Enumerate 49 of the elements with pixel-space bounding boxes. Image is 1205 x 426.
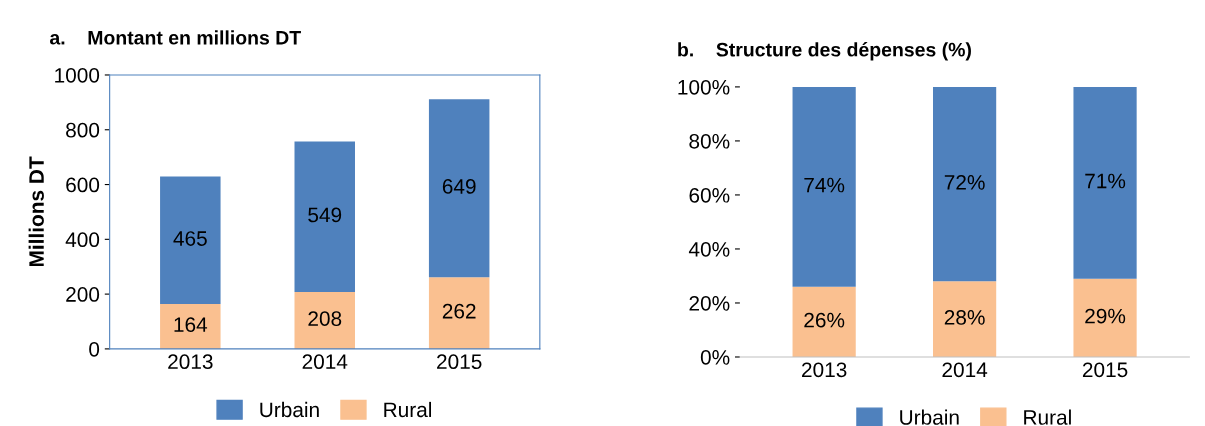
y-tick-label: 60% (689, 187, 730, 203)
x-tick-label: 2014 (302, 354, 348, 370)
legend-label: Urbain (260, 401, 319, 418)
y-tick-label: 100% (678, 79, 730, 95)
legend-label: Rural (1024, 409, 1071, 425)
chart-title: b. Structure des dépenses (%) (678, 42, 971, 61)
bar (792, 86, 856, 287)
bar (933, 281, 997, 357)
bar (1073, 86, 1137, 279)
data-label: 29% (1085, 308, 1126, 324)
chart-title: a. Montant en millions DT (50, 30, 301, 45)
bar (792, 286, 856, 357)
bar (294, 141, 355, 292)
bar (1073, 278, 1137, 357)
data-label: 71% (1085, 173, 1126, 189)
bar (160, 176, 221, 304)
x-tick-label: 2014 (942, 362, 988, 378)
data-label: 208 (308, 311, 342, 326)
data-label: 262 (442, 303, 476, 319)
y-tick-label: 800 (66, 122, 100, 138)
legend-label: Rural (384, 401, 432, 418)
bar (933, 86, 997, 282)
x-tick-label: 2015 (1082, 362, 1128, 378)
bar (428, 99, 490, 278)
data-label: 26% (804, 312, 845, 328)
data-label: 465 (173, 231, 207, 246)
y-tick-label: 80% (689, 133, 730, 149)
legend-label: Urbain (900, 409, 959, 425)
data-label: 549 (308, 207, 342, 223)
bar (294, 291, 355, 349)
data-label: 164 (174, 317, 208, 333)
data-label: 74% (804, 177, 845, 193)
data-label: 649 (442, 179, 476, 194)
y-tick-label: 0 (89, 341, 100, 357)
y-tick-label: 20% (689, 295, 730, 311)
x-tick-label: 2013 (802, 362, 847, 378)
y-tick-label: 400 (65, 232, 100, 248)
y-tick-label: 600 (66, 177, 100, 193)
data-label: 28% (944, 310, 985, 325)
bar (160, 303, 221, 349)
bar (428, 277, 490, 349)
x-tick-label: 2015 (437, 354, 482, 370)
y-tick-label: 1000 (55, 67, 100, 83)
x-tick-label: 2013 (168, 354, 213, 370)
y-tick-label: 0% (700, 349, 730, 365)
y-tick-label: 200 (66, 287, 100, 302)
y-tick-label: 40% (688, 241, 730, 257)
data-label: 72% (944, 174, 985, 190)
y-axis-title: Millions DT (28, 156, 44, 267)
